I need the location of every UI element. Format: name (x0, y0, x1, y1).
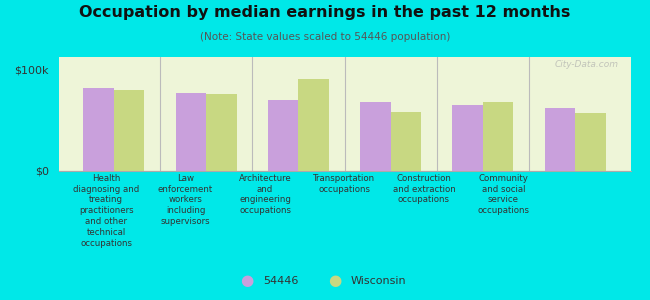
Text: Transportation
occupations: Transportation occupations (313, 174, 376, 194)
Bar (298, 80, 329, 171)
Text: Occupation by median earnings in the past 12 months: Occupation by median earnings in the pas… (79, 4, 571, 20)
Text: Law
enforcement
workers
including
supervisors: Law enforcement workers including superv… (158, 174, 213, 226)
Bar (483, 102, 514, 171)
Bar (452, 105, 483, 171)
Text: ●: ● (328, 273, 341, 288)
Bar (391, 112, 421, 171)
Bar (83, 88, 114, 171)
Bar (206, 94, 237, 171)
Bar (545, 108, 575, 171)
Text: ●: ● (240, 273, 254, 288)
Text: Architecture
and
engineering
occupations: Architecture and engineering occupations (239, 174, 291, 215)
Bar (114, 90, 144, 171)
Text: Health
diagnosing and
treating
practitioners
and other
technical
occupations: Health diagnosing and treating practitio… (73, 174, 139, 248)
Text: Wisconsin: Wisconsin (351, 275, 407, 286)
Text: (Note: State values scaled to 54446 population): (Note: State values scaled to 54446 popu… (200, 32, 450, 41)
Bar (575, 113, 606, 171)
Bar (268, 100, 298, 171)
Bar (360, 102, 391, 171)
Bar (176, 93, 206, 171)
Text: 54446: 54446 (263, 275, 298, 286)
Text: Community
and social
service
occupations: Community and social service occupations (477, 174, 529, 215)
Text: City-Data.com: City-Data.com (555, 60, 619, 69)
Text: Construction
and extraction
occupations: Construction and extraction occupations (393, 174, 455, 205)
